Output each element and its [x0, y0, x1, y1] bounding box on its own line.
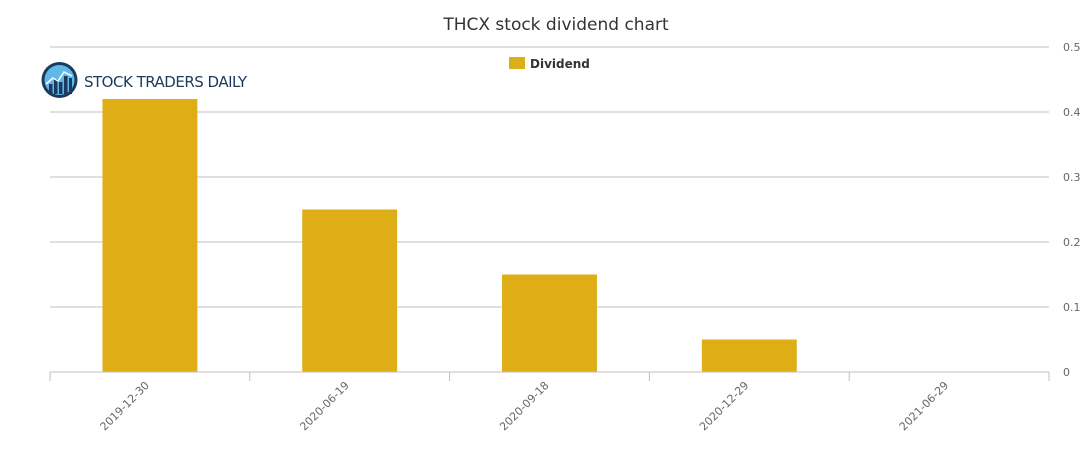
- bar-2020-06-19[interactable]: [302, 209, 398, 373]
- x-tick-label: 2020-09-18: [497, 379, 551, 433]
- logo-bar-icon: [69, 78, 72, 94]
- x-tick-label: 2020-06-19: [297, 379, 351, 433]
- logo: STOCK TRADERS DAILY: [41, 62, 248, 98]
- bar-2020-09-18[interactable]: [502, 274, 597, 373]
- logo-bar-icon: [54, 79, 58, 94]
- logo-bar-icon: [49, 84, 53, 94]
- y-tick-label: 0.4: [1063, 106, 1081, 119]
- x-tick-label: 2019-12-30: [98, 379, 152, 433]
- bar-2019-12-30[interactable]: [102, 99, 198, 372]
- logo-trend-icon: [45, 71, 73, 85]
- y-tick-label: 0.1: [1063, 301, 1081, 314]
- bar-2020-12-29[interactable]: [701, 339, 797, 373]
- y-tick-label: 0.5: [1063, 41, 1081, 54]
- bars-layer: [102, 99, 797, 373]
- x-tick-label: 2021-06-29: [897, 379, 951, 433]
- x-tick-labels: 2019-12-30 2020-06-19 2020-09-18 2020-12-29…: [98, 379, 952, 433]
- legend-swatch: [509, 57, 525, 69]
- y-tick-label: 0.2: [1063, 236, 1081, 249]
- logo-text: STOCK TRADERS DAILY: [84, 73, 248, 91]
- y-tick-label: 0: [1063, 366, 1070, 379]
- legend[interactable]: Dividend: [509, 57, 590, 71]
- legend-label: Dividend: [530, 57, 590, 71]
- grid-layer: [50, 46, 1049, 308]
- logo-bar-icon: [64, 76, 68, 94]
- x-tick-label: 2020-12-29: [697, 379, 751, 433]
- logo-bar-icon: [59, 82, 63, 94]
- y-tick-label: 0.3: [1063, 171, 1081, 184]
- axis-layer: [49, 371, 1050, 381]
- chart-title: THCX stock dividend chart: [442, 15, 669, 35]
- y-tick-labels: 0 0.1 0.2 0.3 0.4 0.5: [1063, 41, 1081, 379]
